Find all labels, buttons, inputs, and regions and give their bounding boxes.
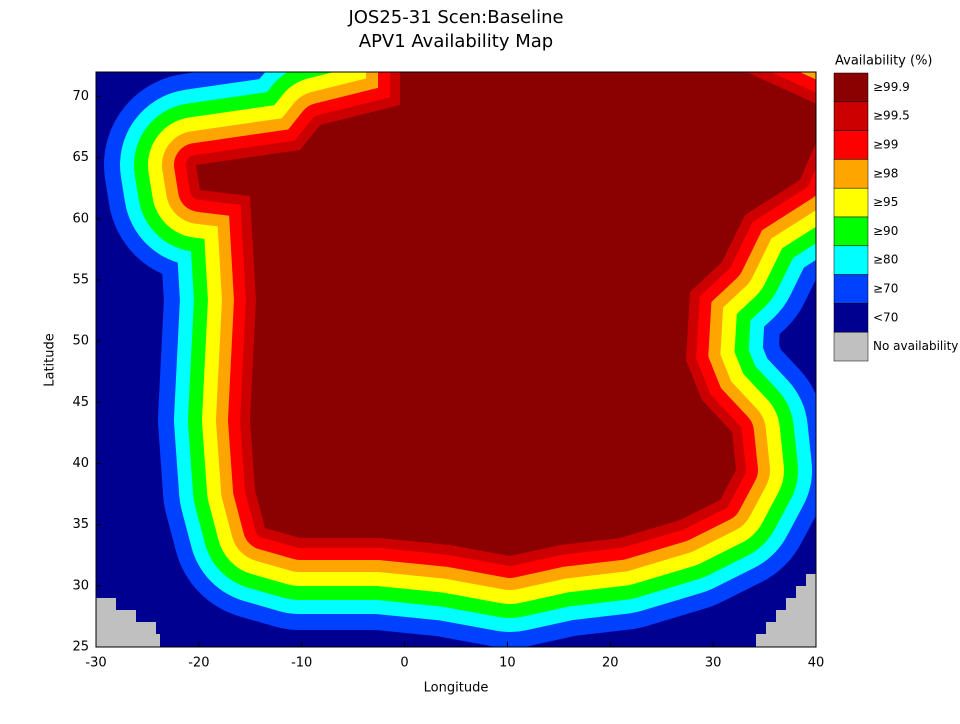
- chart-subtitle: APV1 Availability Map: [359, 31, 553, 52]
- legend-label: No availability: [873, 339, 958, 353]
- chart-title: JOS25-31 Scen:Baseline: [347, 7, 563, 28]
- legend-label: ≥90: [873, 224, 898, 238]
- legend-swatch: [833, 72, 869, 103]
- no-availability: [96, 598, 160, 647]
- y-tick-label: 65: [72, 150, 89, 165]
- y-tick-label: 50: [72, 334, 89, 349]
- legend-swatch: [833, 130, 869, 160]
- y-tick-label: 30: [72, 578, 89, 593]
- legend-swatch: [833, 245, 869, 275]
- x-tick-label: 30: [705, 656, 722, 671]
- legend-swatch: [833, 101, 869, 131]
- legend-label: ≥99.5: [873, 109, 910, 123]
- legend-label: <70: [873, 310, 898, 324]
- legend-label: ≥99: [873, 138, 898, 152]
- plot-frame: [95, 71, 817, 648]
- x-tick-label: 40: [808, 656, 825, 671]
- no-availability: [756, 574, 816, 647]
- legend-title: Availability (%): [835, 54, 933, 69]
- y-tick-label: 60: [72, 211, 89, 226]
- legend-label: ≥70: [873, 282, 898, 296]
- y-tick-label: 35: [72, 517, 89, 532]
- legend-swatch: [833, 303, 869, 333]
- y-tick-label: 55: [72, 272, 89, 287]
- x-tick-label: -30: [85, 656, 106, 671]
- x-tick-label: 10: [499, 656, 516, 671]
- y-tick-label: 40: [72, 456, 89, 471]
- legend-swatch: [833, 331, 869, 362]
- legend: ≥99.9 ≥99.5 ≥99 ≥98 ≥95 ≥90 ≥80 ≥70 <70 No availa…: [833, 72, 958, 362]
- legend-swatch: [833, 159, 869, 189]
- legend-label: ≥80: [873, 253, 898, 267]
- x-tick-label: -20: [188, 656, 209, 671]
- legend-label: ≥95: [873, 195, 898, 209]
- y-axis-label: Latitude: [43, 333, 58, 387]
- x-tick-label: 0: [400, 656, 408, 671]
- y-tick-label: 45: [72, 395, 89, 410]
- legend-label: ≥99.9: [873, 80, 910, 94]
- x-axis-label: Longitude: [424, 681, 489, 696]
- legend-label: ≥98: [873, 166, 898, 180]
- y-tick-label: 70: [72, 89, 89, 104]
- legend-swatch: [833, 187, 869, 218]
- map-area: [96, 72, 816, 647]
- legend-swatch: [833, 216, 869, 247]
- y-tick-label: 25: [72, 640, 89, 655]
- x-tick-label: 20: [602, 656, 619, 671]
- x-tick-label: -10: [291, 656, 312, 671]
- region: [196, 72, 816, 556]
- legend-swatch: [833, 274, 869, 304]
